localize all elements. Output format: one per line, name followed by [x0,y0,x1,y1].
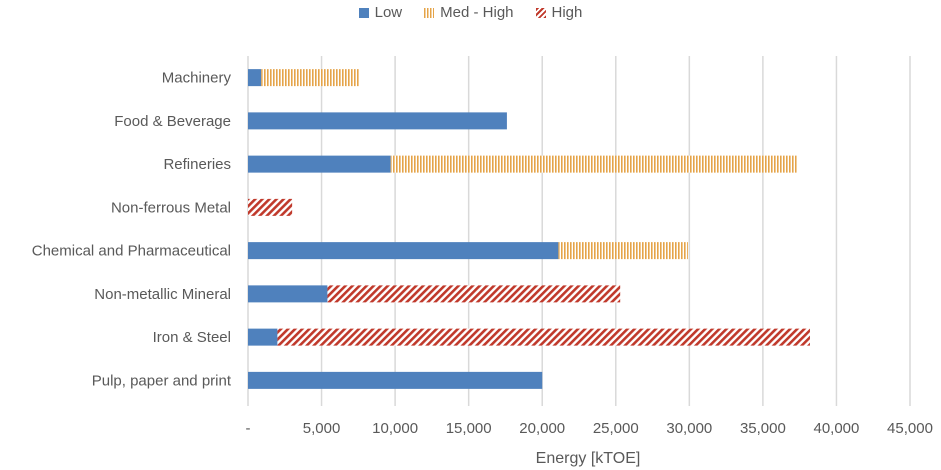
x-tick-label: 25,000 [593,420,639,437]
legend-swatch-high [535,7,546,18]
x-tick-label: - [246,420,251,437]
category-label: Chemical and Pharmaceutical [32,243,231,260]
category-label: Pulp, paper and print [92,372,232,389]
category-label: Machinery [162,70,232,87]
bar-low [248,69,262,87]
legend-swatch-low [358,7,369,18]
legend-swatch-med-high [424,7,435,18]
legend-label-med-high: Med - High [440,4,514,21]
x-tick-labels: - 5,000 10,000 15,000 20,000 25,000 30,000 35,0… [246,420,933,437]
category-labels: Machinery Food & Beverage Refineries Non-fe… [32,70,232,390]
x-tick-label: 35,000 [740,420,786,437]
legend-label-high: High [551,4,583,21]
x-tick-label: 45,000 [887,420,933,437]
bar-low [248,112,507,130]
bar-low [248,328,278,346]
category-label: Refineries [163,156,231,173]
legend: Low Med - High High [0,4,941,21]
bar-low [248,242,559,260]
category-label: Food & Beverage [114,113,231,130]
x-tick-label: 10,000 [372,420,418,437]
bar-med-high [390,155,797,173]
bar-med-high [558,242,688,260]
bar-low [248,155,391,173]
x-tick-label: 40,000 [813,420,859,437]
bars [248,69,810,389]
bar-med-high [261,69,360,87]
legend-item-low: Low [358,4,403,21]
legend-item-med-high: Med - High [424,4,514,21]
bar-high [277,328,810,346]
x-tick-label: 5,000 [303,420,341,437]
category-label: Iron & Steel [153,329,231,346]
x-tick-label: 30,000 [666,420,712,437]
bar-high [248,198,293,216]
x-axis-title: Energy [kTOE] [536,450,641,467]
legend-label-low: Low [374,4,403,21]
category-label: Non-metallic Mineral [94,286,231,303]
gridlines [247,56,911,406]
bar-high [327,285,621,303]
bar-low [248,285,328,303]
x-tick-label: 20,000 [519,420,565,437]
x-tick-label: 15,000 [446,420,492,437]
legend-item-high: High [535,4,583,21]
category-label: Non-ferrous Metal [111,199,231,216]
bar-low [248,371,543,389]
